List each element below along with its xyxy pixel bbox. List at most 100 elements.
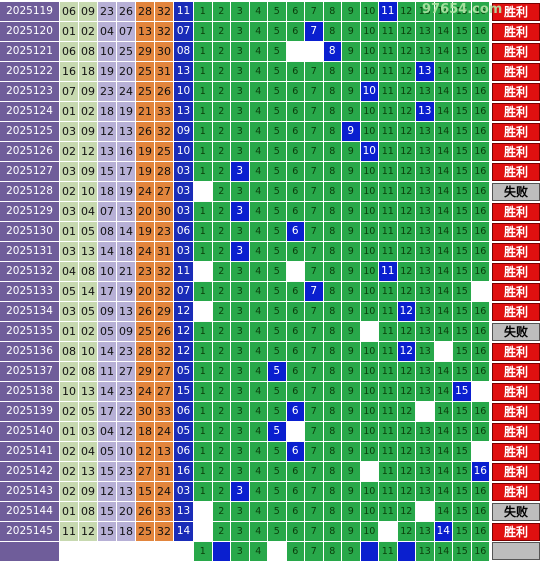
blue-ball: 13 (174, 502, 194, 522)
grid-cell: 14 (434, 322, 453, 342)
grid-cell: 3 (231, 82, 250, 102)
grid-cell: 12 (397, 482, 416, 502)
drawn-number: 19 (117, 182, 136, 202)
grid-cell: 16 (471, 302, 490, 322)
grid-cell: 14 (434, 402, 453, 422)
grid-cell: 1 (194, 382, 213, 402)
grid-cell: 4 (249, 22, 268, 42)
grid-cell: 2 (212, 302, 231, 322)
blue-ball (174, 542, 194, 562)
drawn-number (136, 542, 155, 562)
drawn-number: 14 (79, 282, 98, 302)
grid-cell: 7 (305, 202, 324, 222)
grid-cell: 7 (305, 422, 324, 442)
grid-cell: 16 (471, 142, 490, 162)
grid-blank-cell (471, 282, 490, 302)
drawn-number: 32 (155, 282, 174, 302)
grid-cell: 5 (268, 322, 287, 342)
grid-cell: 4 (249, 362, 268, 382)
grid-cell: 14 (434, 362, 453, 382)
grid-cell: 14 (434, 82, 453, 102)
grid-cell: 3 (231, 302, 250, 322)
grid-cell: 5 (268, 182, 287, 202)
grid-cell: 3 (231, 2, 250, 22)
drawn-number: 13 (98, 142, 117, 162)
grid-cell: 4 (249, 282, 268, 302)
grid-cell: 14 (434, 22, 453, 42)
result-badge: 胜利 (492, 203, 540, 221)
grid-cell: 16 (471, 422, 490, 442)
grid-cell: 7 (305, 402, 324, 422)
drawn-number: 02 (60, 362, 79, 382)
grid-cell: 7 (305, 382, 324, 402)
grid-cell: 11 (379, 282, 398, 302)
drawn-number: 32 (155, 2, 174, 22)
grid-cell: 16 (471, 342, 490, 362)
grid-cell: 9 (342, 522, 361, 542)
grid-cell: 4 (249, 102, 268, 122)
grid-cell: 5 (268, 342, 287, 362)
grid-cell: 14 (434, 302, 453, 322)
grid-cell: 1 (194, 162, 213, 182)
grid-cell: 4 (249, 62, 268, 82)
grid-cell: 4 (249, 542, 268, 562)
grid-cell: 3 (231, 442, 250, 462)
grid-cell: 12 (397, 322, 416, 342)
drawn-number: 03 (79, 422, 98, 442)
grid-cell: 3 (231, 382, 250, 402)
drawn-number: 06 (60, 2, 79, 22)
issue-number: 2025127 (0, 162, 60, 182)
grid-cell: 14 (434, 462, 453, 482)
result-badge: 胜利 (492, 123, 540, 141)
grid-cell: 6 (286, 2, 305, 22)
result-badge: 胜利 (492, 363, 540, 381)
drawn-number: 33 (155, 502, 174, 522)
grid-cell: 16 (471, 42, 490, 62)
drawn-number: 28 (136, 2, 155, 22)
grid-cell: 16 (471, 202, 490, 222)
drawn-number: 13 (117, 482, 136, 502)
blue-ball: 05 (174, 362, 194, 382)
result-badge: 失败 (492, 323, 540, 341)
grid-cell: 5 (268, 42, 287, 62)
grid-cell: 13 (416, 542, 435, 562)
grid-blank-cell (471, 442, 490, 462)
grid-blank-cell (360, 322, 379, 342)
grid-cell: 8 (323, 282, 342, 302)
grid-cell: 16 (471, 262, 490, 282)
issue-number: 2025121 (0, 42, 60, 62)
grid-cell: 2 (212, 62, 231, 82)
drawn-number: 19 (136, 142, 155, 162)
grid-cell: 12 (397, 122, 416, 142)
grid-cell: 2 (212, 122, 231, 142)
grid-cell: 2 (212, 322, 231, 342)
grid-cell: 9 (342, 382, 361, 402)
drawn-number: 20 (136, 202, 155, 222)
drawn-number (155, 542, 174, 562)
issue-number: 2025143 (0, 482, 60, 502)
grid-cell: 9 (342, 442, 361, 462)
drawn-number: 18 (79, 62, 98, 82)
grid-cell: 11 (379, 482, 398, 502)
grid-cell: 8 (323, 182, 342, 202)
grid-cell: 8 (323, 242, 342, 262)
grid-cell: 11 (379, 442, 398, 462)
grid-cell: 10 (360, 302, 379, 322)
grid-cell: 5 (268, 142, 287, 162)
grid-cell: 11 (379, 302, 398, 322)
grid-cell: 16 (471, 102, 490, 122)
grid-cell: 1 (194, 62, 213, 82)
grid-hit-cell: 6 (286, 402, 305, 422)
issue-number: 2025119 (0, 2, 60, 22)
grid-cell: 11 (379, 102, 398, 122)
grid-cell: 10 (360, 482, 379, 502)
blue-ball: 14 (174, 522, 194, 542)
drawn-number: 13 (79, 462, 98, 482)
grid-cell: 7 (305, 502, 324, 522)
grid-cell: 3 (231, 362, 250, 382)
grid-cell: 4 (249, 142, 268, 162)
drawn-number: 20 (117, 502, 136, 522)
grid-cell: 5 (268, 482, 287, 502)
grid-cell: 15 (453, 62, 472, 82)
grid-cell: 7 (305, 362, 324, 382)
